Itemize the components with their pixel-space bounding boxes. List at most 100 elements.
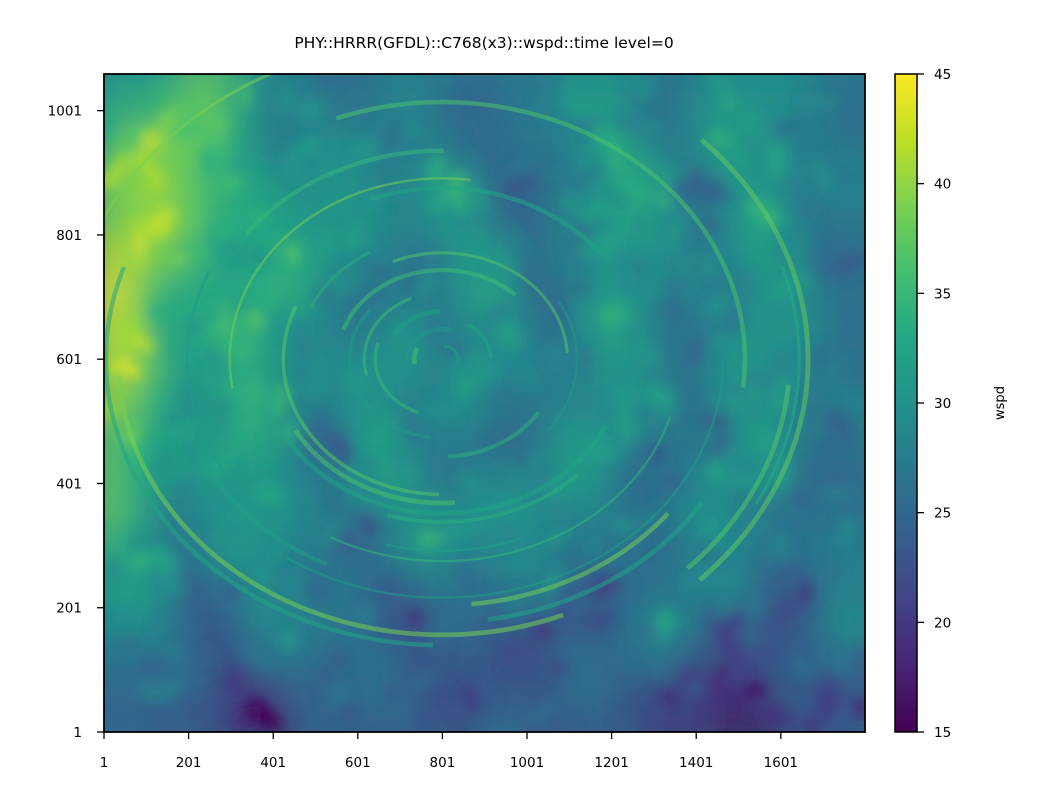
vortex-band xyxy=(228,177,471,389)
heatmap-texture xyxy=(184,440,200,463)
x-axis: 1 201 401 601 801 1001 1201 1401 1601 xyxy=(100,732,798,771)
heatmap-texture xyxy=(272,381,288,418)
heatmap-texture xyxy=(824,562,840,580)
heatmap-texture xyxy=(767,118,802,139)
x-tick-label: 1601 xyxy=(764,755,798,771)
heatmap-texture xyxy=(463,683,479,715)
heatmap-texture xyxy=(148,164,163,193)
heatmap-texture xyxy=(514,367,541,389)
colorbar-tick-label: 45 xyxy=(934,67,951,83)
heatmap-texture xyxy=(225,665,243,696)
heatmap-texture xyxy=(447,170,465,199)
heatmap-texture xyxy=(703,219,718,233)
heatmap-texture xyxy=(744,615,758,648)
heatmap-texture xyxy=(506,152,535,180)
heatmap-texture xyxy=(613,115,649,133)
heatmap-texture xyxy=(593,178,615,197)
heatmap-texture xyxy=(830,251,865,277)
heatmap-texture xyxy=(743,405,759,418)
heatmap-texture xyxy=(323,231,334,258)
heatmap-texture xyxy=(153,454,173,475)
heatmap-texture xyxy=(824,409,851,432)
vortex-band xyxy=(281,305,439,497)
heatmap-texture xyxy=(601,317,633,337)
heatmap-texture xyxy=(440,74,452,92)
heatmap-texture xyxy=(286,241,300,265)
heatmap-texture xyxy=(628,346,664,368)
heatmap-texture xyxy=(418,403,457,420)
heatmap-texture xyxy=(808,344,828,372)
heatmap-texture xyxy=(765,146,787,185)
heatmap-texture xyxy=(612,388,634,405)
heatmap-texture xyxy=(830,472,847,489)
heatmap-texture xyxy=(610,516,638,536)
heatmap-texture xyxy=(241,642,277,670)
heatmap-texture xyxy=(716,631,741,660)
vortex-band xyxy=(335,99,748,388)
vortex-band xyxy=(471,511,670,607)
heatmap-texture xyxy=(850,696,865,719)
heatmap-texture xyxy=(450,558,474,584)
heatmap-texture xyxy=(580,91,596,106)
heatmap-texture xyxy=(637,406,653,423)
heatmap-texture xyxy=(511,652,536,671)
plot-frame xyxy=(103,73,866,733)
heatmap-texture xyxy=(815,233,831,261)
heatmap-texture xyxy=(275,85,297,115)
y-tick-label: 1001 xyxy=(48,104,82,120)
x-tick-label: 1401 xyxy=(679,755,713,771)
heatmap-texture xyxy=(576,148,595,168)
x-tick-label: 1201 xyxy=(594,755,628,771)
chart-title: PHY::HRRR(GFDL)::C768(x3)::wspd::time le… xyxy=(294,34,673,52)
heatmap-texture xyxy=(760,704,792,725)
heatmap-texture xyxy=(701,519,718,533)
heatmap-texture xyxy=(502,177,536,193)
heatmap-texture xyxy=(781,171,796,188)
heatmap-texture xyxy=(428,193,449,212)
heatmap-texture xyxy=(679,383,705,406)
vortex-band xyxy=(309,250,372,308)
heatmap-texture xyxy=(671,252,695,273)
heatmap-texture xyxy=(849,367,865,384)
heatmap-texture xyxy=(796,580,814,610)
heatmap-texture xyxy=(673,665,702,698)
heatmap-texture xyxy=(215,686,229,708)
heatmap-texture xyxy=(128,536,140,559)
heatmap-texture xyxy=(804,416,823,439)
heatmap-texture xyxy=(378,518,393,531)
heatmap-texture xyxy=(810,461,828,481)
heatmap-texture xyxy=(639,338,654,353)
heatmap-texture xyxy=(137,677,171,702)
heatmap-texture xyxy=(180,241,210,263)
heatmap-texture xyxy=(251,208,267,224)
heatmap-texture xyxy=(645,441,667,466)
heatmap-texture xyxy=(198,579,237,591)
heatmap-texture xyxy=(722,659,747,683)
heatmap-texture xyxy=(607,438,634,464)
heatmap-texture xyxy=(294,335,317,363)
y-tick-label: 401 xyxy=(56,476,82,492)
heatmap-texture xyxy=(281,572,308,598)
heatmap-texture xyxy=(284,158,303,178)
heatmap-texture xyxy=(547,168,557,183)
heatmap-texture xyxy=(256,248,273,265)
heatmap-texture xyxy=(278,631,299,652)
heatmap-texture xyxy=(482,302,511,334)
heatmap-texture xyxy=(104,154,131,189)
heatmap-texture xyxy=(357,459,376,473)
heatmap-texture xyxy=(601,584,634,609)
heatmap-texture xyxy=(656,193,674,209)
heatmap-texture xyxy=(849,646,865,677)
heatmap-texture xyxy=(603,682,617,694)
heatmap-texture xyxy=(202,145,218,182)
heatmap-texture xyxy=(247,377,258,402)
heatmap-texture xyxy=(636,224,662,253)
heatmap-texture xyxy=(740,108,761,126)
heatmap-texture xyxy=(836,511,858,548)
heatmap-texture xyxy=(733,266,755,297)
heatmap-texture xyxy=(157,707,179,730)
heatmap-texture xyxy=(591,608,614,632)
heatmap-texture xyxy=(708,185,730,207)
colorbar-tick-label: 15 xyxy=(934,725,951,741)
